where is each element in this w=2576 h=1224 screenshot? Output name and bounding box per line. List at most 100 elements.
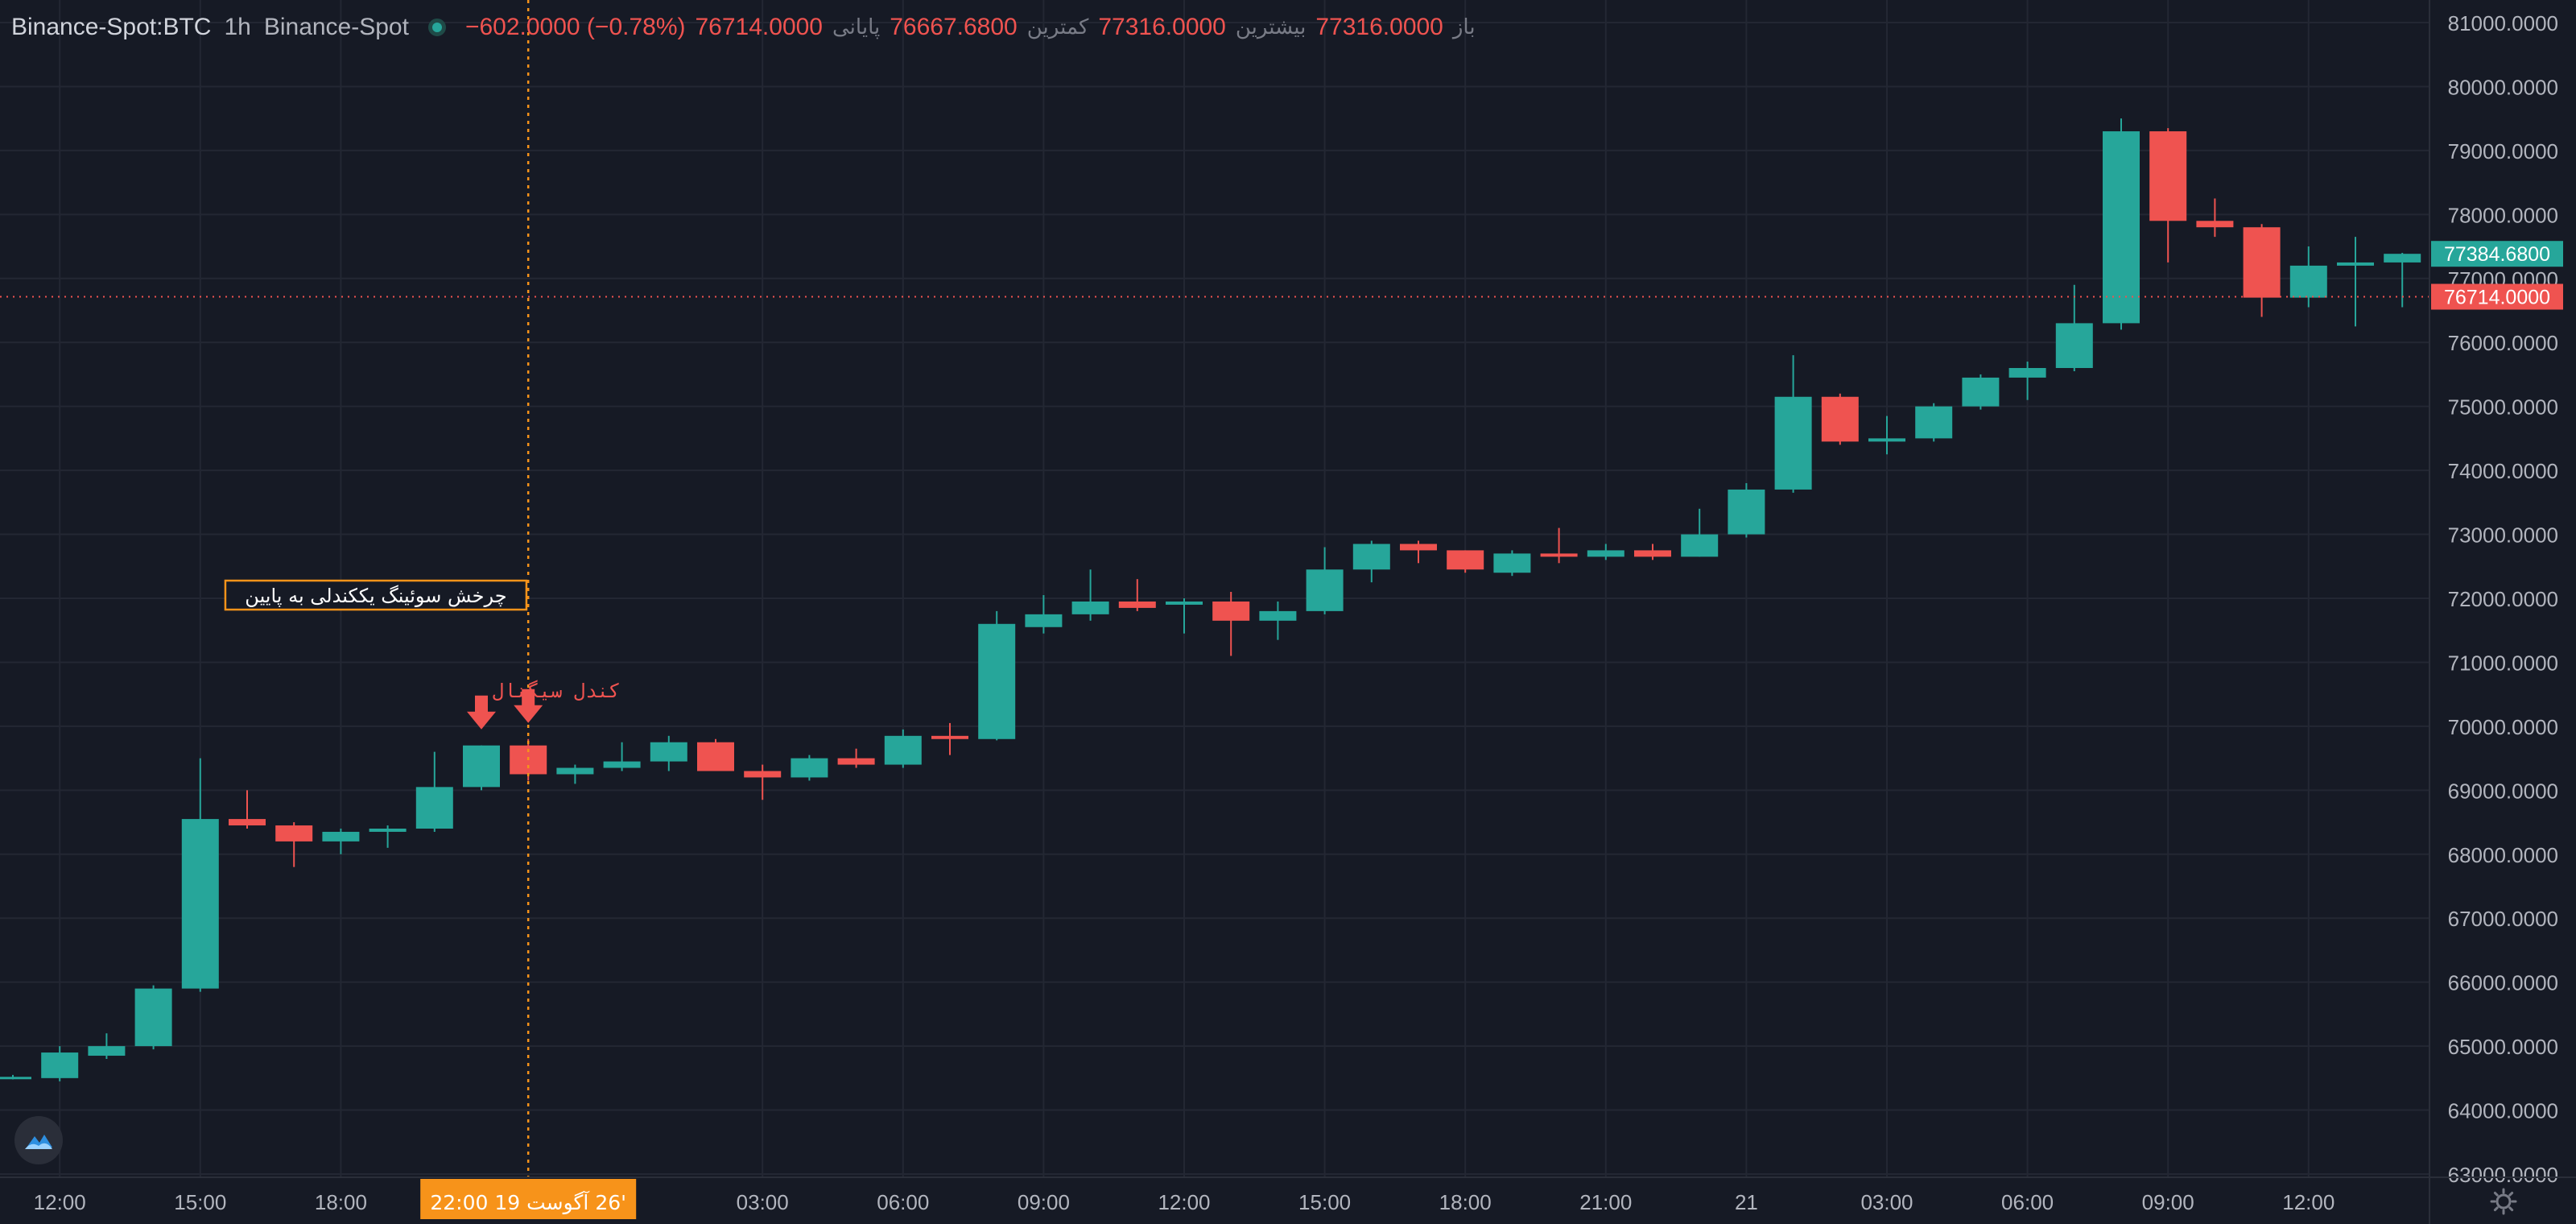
y-tick-label: 67000.0000 — [2448, 907, 2558, 931]
candle-body — [229, 819, 266, 826]
candle-body — [697, 742, 734, 771]
candle-body — [2243, 227, 2281, 298]
y-tick-label: 81000.0000 — [2448, 11, 2558, 35]
x-tick-label: 15:00 — [1298, 1190, 1351, 1214]
crosshair-price-label: 76714.0000 — [2444, 286, 2550, 308]
symbol-title[interactable]: Binance-Spot:BTC — [11, 14, 212, 40]
y-tick-label: 76000.0000 — [2448, 331, 2558, 355]
x-tick-label: 06:00 — [877, 1190, 929, 1214]
y-tick-label: 78000.0000 — [2448, 203, 2558, 227]
candle-body — [2337, 262, 2374, 266]
y-tick-label: 70000.0000 — [2448, 715, 2558, 739]
candle-body — [884, 735, 922, 765]
candle-body — [0, 1077, 31, 1080]
annotation-box — [224, 579, 528, 611]
x-tick-label: 09:00 — [1018, 1190, 1070, 1214]
y-tick-label: 80000.0000 — [2448, 75, 2558, 99]
candle-body — [1774, 396, 1812, 490]
x-tick-label: 12:00 — [2282, 1190, 2334, 1214]
candle-body — [931, 735, 968, 739]
candle-body — [2196, 221, 2234, 228]
interval-label[interactable]: 1h — [224, 14, 251, 40]
crosshair-price-tag — [2431, 283, 2563, 310]
candle-body — [1447, 550, 1484, 570]
exchange-label[interactable]: Binance-Spot — [263, 14, 409, 40]
y-tick-label: 74000.0000 — [2448, 459, 2558, 483]
last-price-tag — [2431, 241, 2563, 267]
x-tick-label: 21 — [1735, 1190, 1758, 1214]
y-tick-label: 72000.0000 — [2448, 587, 2558, 611]
arrow-down-icon — [514, 688, 543, 723]
crosshair-time-label: '26 آگوست 19 22:00 — [430, 1190, 626, 1214]
crosshair-time-tag — [420, 1179, 637, 1219]
x-tick-label: 06:00 — [2001, 1190, 2054, 1214]
candle-body — [1540, 553, 1578, 557]
candle-body — [1868, 438, 1905, 442]
low-label: کمترین — [1026, 15, 1089, 39]
candle-body — [2103, 131, 2140, 324]
candle-body — [1259, 610, 1297, 621]
grid-lines — [0, 0, 2429, 1177]
y-tick-label: 68000.0000 — [2448, 843, 2558, 867]
candle-body — [181, 819, 219, 989]
low-value: 76667.6800 — [890, 14, 1018, 40]
market-status-dot-icon — [427, 19, 446, 36]
y-tick-label: 63000.0000 — [2448, 1163, 2558, 1187]
candle-body — [2149, 131, 2187, 221]
candle-body — [1821, 396, 1859, 442]
close-value: 76714.0000 — [695, 14, 824, 40]
candle-body — [837, 758, 875, 765]
gear-icon[interactable] — [2489, 1187, 2518, 1216]
close-label: پایانی — [832, 15, 881, 39]
candle-body — [1915, 406, 1953, 439]
candle-body — [1212, 601, 1250, 621]
overlays: چرخش سوئینگ یککندلی به پایین کندل سیگنال — [0, 0, 2429, 1177]
x-tick-label: 03:00 — [1860, 1190, 1913, 1214]
candle-body — [88, 1046, 126, 1057]
candle-body — [556, 767, 594, 775]
price-axis[interactable]: 81000.0000 80000.0000 79000.0000 78000.0000… — [2429, 0, 2563, 1224]
x-tick-label: 12:00 — [1158, 1190, 1210, 1214]
legend-header: Binance-Spot:BTC 1h Binance-Spot باز 773… — [11, 11, 1476, 43]
high-label: بیشترین — [1235, 15, 1307, 39]
y-tick-label: 73000.0000 — [2448, 523, 2558, 548]
y-tick-label: 75000.0000 — [2448, 395, 2558, 420]
candle-body — [1493, 553, 1531, 573]
y-tick-label: 71000.0000 — [2448, 651, 2558, 675]
candle-body — [1587, 550, 1624, 557]
y-tick-label: 66000.0000 — [2448, 971, 2558, 995]
candle-body — [2008, 368, 2046, 378]
candle-body — [650, 742, 687, 762]
open-value: 77316.0000 — [1315, 14, 1443, 40]
open-label: باز — [1452, 15, 1476, 39]
candle-body — [463, 745, 500, 788]
candle-body — [791, 758, 828, 778]
last-price-label: 77384.6800 — [2444, 243, 2550, 266]
candle-body — [2289, 265, 2327, 298]
candle-body — [369, 829, 407, 832]
x-tick-label: 21:00 — [1579, 1190, 1632, 1214]
candle-body — [1306, 569, 1344, 611]
time-axis[interactable]: 12:00 15:00 18:00 03:00 06:00 09:00 12:00 15:00… — [0, 1176, 2576, 1219]
candle-body — [1634, 550, 1671, 557]
arrow-down-icon — [467, 695, 496, 730]
high-value: 77316.0000 — [1098, 14, 1226, 40]
candle-body — [1166, 601, 1203, 605]
candle-body — [744, 771, 782, 778]
change-value: −602.0000 (−0.78%) — [464, 14, 686, 40]
candle-body — [1118, 601, 1156, 608]
cloud-logo-icon[interactable] — [14, 1116, 63, 1164]
x-tick-label: 09:00 — [2142, 1190, 2194, 1214]
candle-body — [1962, 377, 2000, 407]
candle-body — [134, 988, 172, 1047]
y-tick-label: 69000.0000 — [2448, 779, 2558, 803]
candle-body — [2055, 323, 2093, 368]
y-tick-label: 79000.0000 — [2448, 139, 2558, 163]
x-tick-label: 03:00 — [737, 1190, 789, 1214]
annotation-text: چرخش سوئینگ یککندلی به پایین — [245, 585, 506, 607]
x-tick-label: 12:00 — [34, 1190, 86, 1214]
y-tick-label: 65000.0000 — [2448, 1035, 2558, 1059]
candle-body — [1025, 614, 1063, 627]
ohlc-values: باز 77316.0000 بیشترین 77316.0000 کمترین… — [465, 14, 1476, 41]
